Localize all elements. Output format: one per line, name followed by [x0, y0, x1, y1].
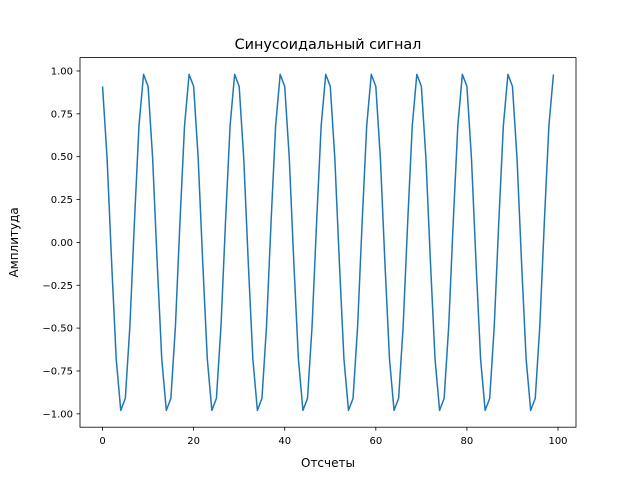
- x-tick-label: 100: [548, 436, 567, 447]
- x-axis-label: Отсчеты: [301, 456, 355, 470]
- y-tick-label: −0.25: [42, 281, 73, 292]
- x-tick-label: 0: [99, 436, 105, 447]
- x-tick-label: 60: [369, 436, 382, 447]
- chart-title: Синусоидальный сигнал: [235, 37, 422, 53]
- x-tick-label: 40: [278, 436, 291, 447]
- y-tick-label: 0.25: [51, 195, 73, 206]
- y-tick-label: −0.50: [42, 324, 73, 335]
- y-axis-label: Амплитуда: [7, 207, 21, 277]
- y-tick-label: −1.00: [42, 409, 73, 420]
- x-tick-label: 80: [461, 436, 474, 447]
- y-tick-label: 0.00: [51, 238, 73, 249]
- x-tick-label: 20: [187, 436, 200, 447]
- ticks: 0 20 40 60 80 100 1.00 0.75 0.50 0.25 0.00 −0.25 −0.…: [42, 66, 567, 447]
- y-tick-label: −0.75: [42, 366, 73, 377]
- y-tick-label: 1.00: [51, 66, 73, 77]
- axes-frame: [79, 57, 577, 428]
- y-tick-label: 0.75: [51, 109, 73, 120]
- series-line: [101, 73, 555, 412]
- y-tick-label: 0.50: [51, 152, 73, 163]
